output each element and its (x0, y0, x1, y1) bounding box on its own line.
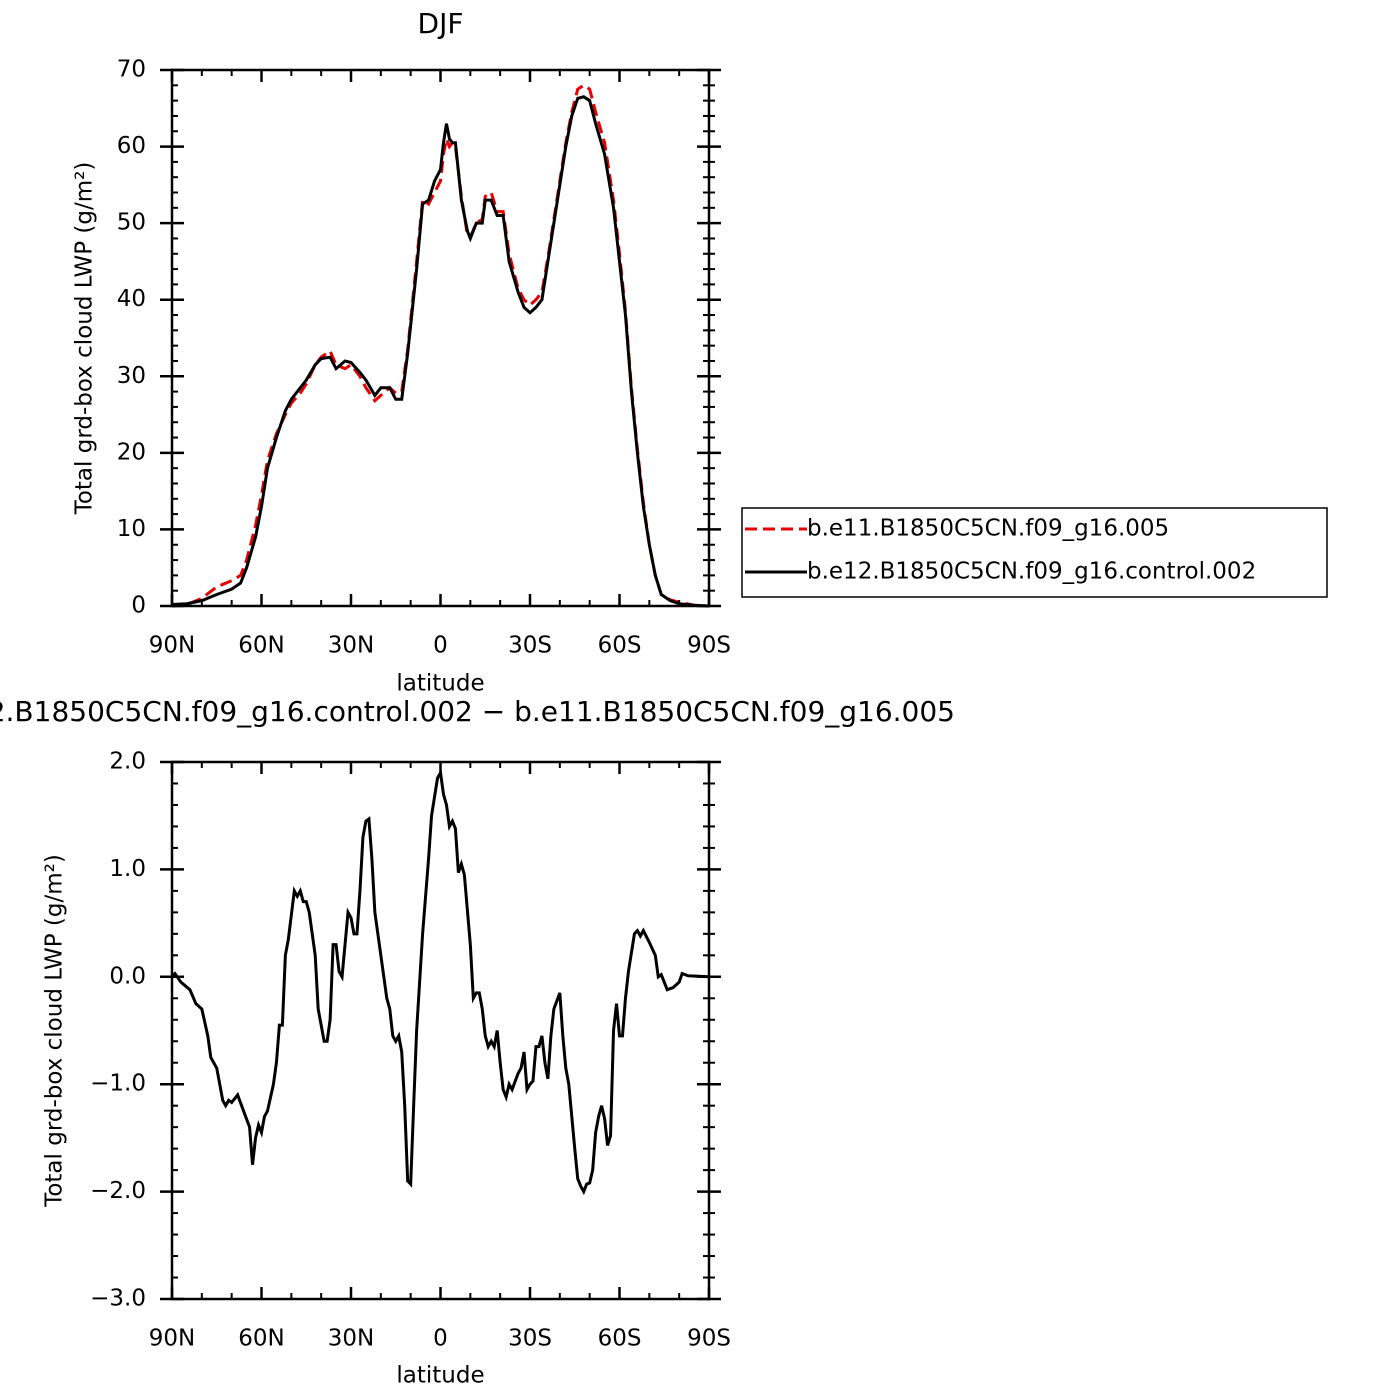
x-tick-label: 30N (328, 1326, 374, 1352)
x-tick-label: 90S (687, 1326, 731, 1352)
x-axis-label: latitude (396, 1363, 484, 1389)
legend-label: b.e11.B1850C5CN.f09_g16.005 (807, 516, 1169, 542)
y-tick-label: −1.0 (90, 1071, 146, 1097)
x-tick-label: 60S (598, 1326, 642, 1352)
x-tick-label: 90S (687, 633, 731, 659)
y-tick-label: 40 (117, 286, 146, 312)
x-tick-label: 30S (508, 1326, 552, 1352)
x-tick-label: 30N (328, 633, 374, 659)
x-tick-label: 30S (508, 633, 552, 659)
y-axis-label: Total grd-box cloud LWP (g/m²) (72, 162, 98, 516)
data-line (170, 768, 710, 1196)
legend-box (741, 507, 1328, 598)
x-tick-label: 0 (433, 633, 448, 659)
x-tick-label: 60N (238, 633, 284, 659)
x-tick-label: 0 (433, 1326, 448, 1352)
chart-title: DJF (418, 7, 464, 40)
x-tick-label: 90N (149, 633, 195, 659)
y-tick-label: 50 (117, 210, 146, 236)
y-tick-label: 0 (131, 593, 146, 619)
x-axis-label: latitude (396, 671, 484, 697)
legend-label: b.e12.B1850C5CN.f09_g16.control.002 (807, 559, 1256, 585)
data-line (171, 95, 710, 608)
y-tick-label: −3.0 (90, 1286, 146, 1312)
y-tick-label: 20 (117, 439, 146, 465)
y-tick-label: 70 (117, 57, 146, 83)
plot-frame (170, 760, 711, 1301)
y-tick-label: 10 (117, 516, 146, 542)
data-line (171, 83, 710, 608)
y-tick-label: −2.0 (90, 1178, 146, 1204)
y-tick-label: 30 (117, 363, 146, 389)
x-tick-label: 60N (238, 1326, 284, 1352)
y-axis-label: Total grd-box cloud LWP (g/m²) (42, 854, 68, 1208)
x-tick-label: 60S (598, 633, 642, 659)
y-tick-label: 60 (117, 133, 146, 159)
y-tick-label: 0.0 (109, 963, 146, 989)
y-tick-label: 1.0 (109, 856, 146, 882)
x-tick-label: 90N (149, 1326, 195, 1352)
chart-title: b.e12.B1850C5CN.f09_g16.control.002 − b.… (0, 695, 955, 728)
y-tick-label: 2.0 (109, 749, 146, 775)
